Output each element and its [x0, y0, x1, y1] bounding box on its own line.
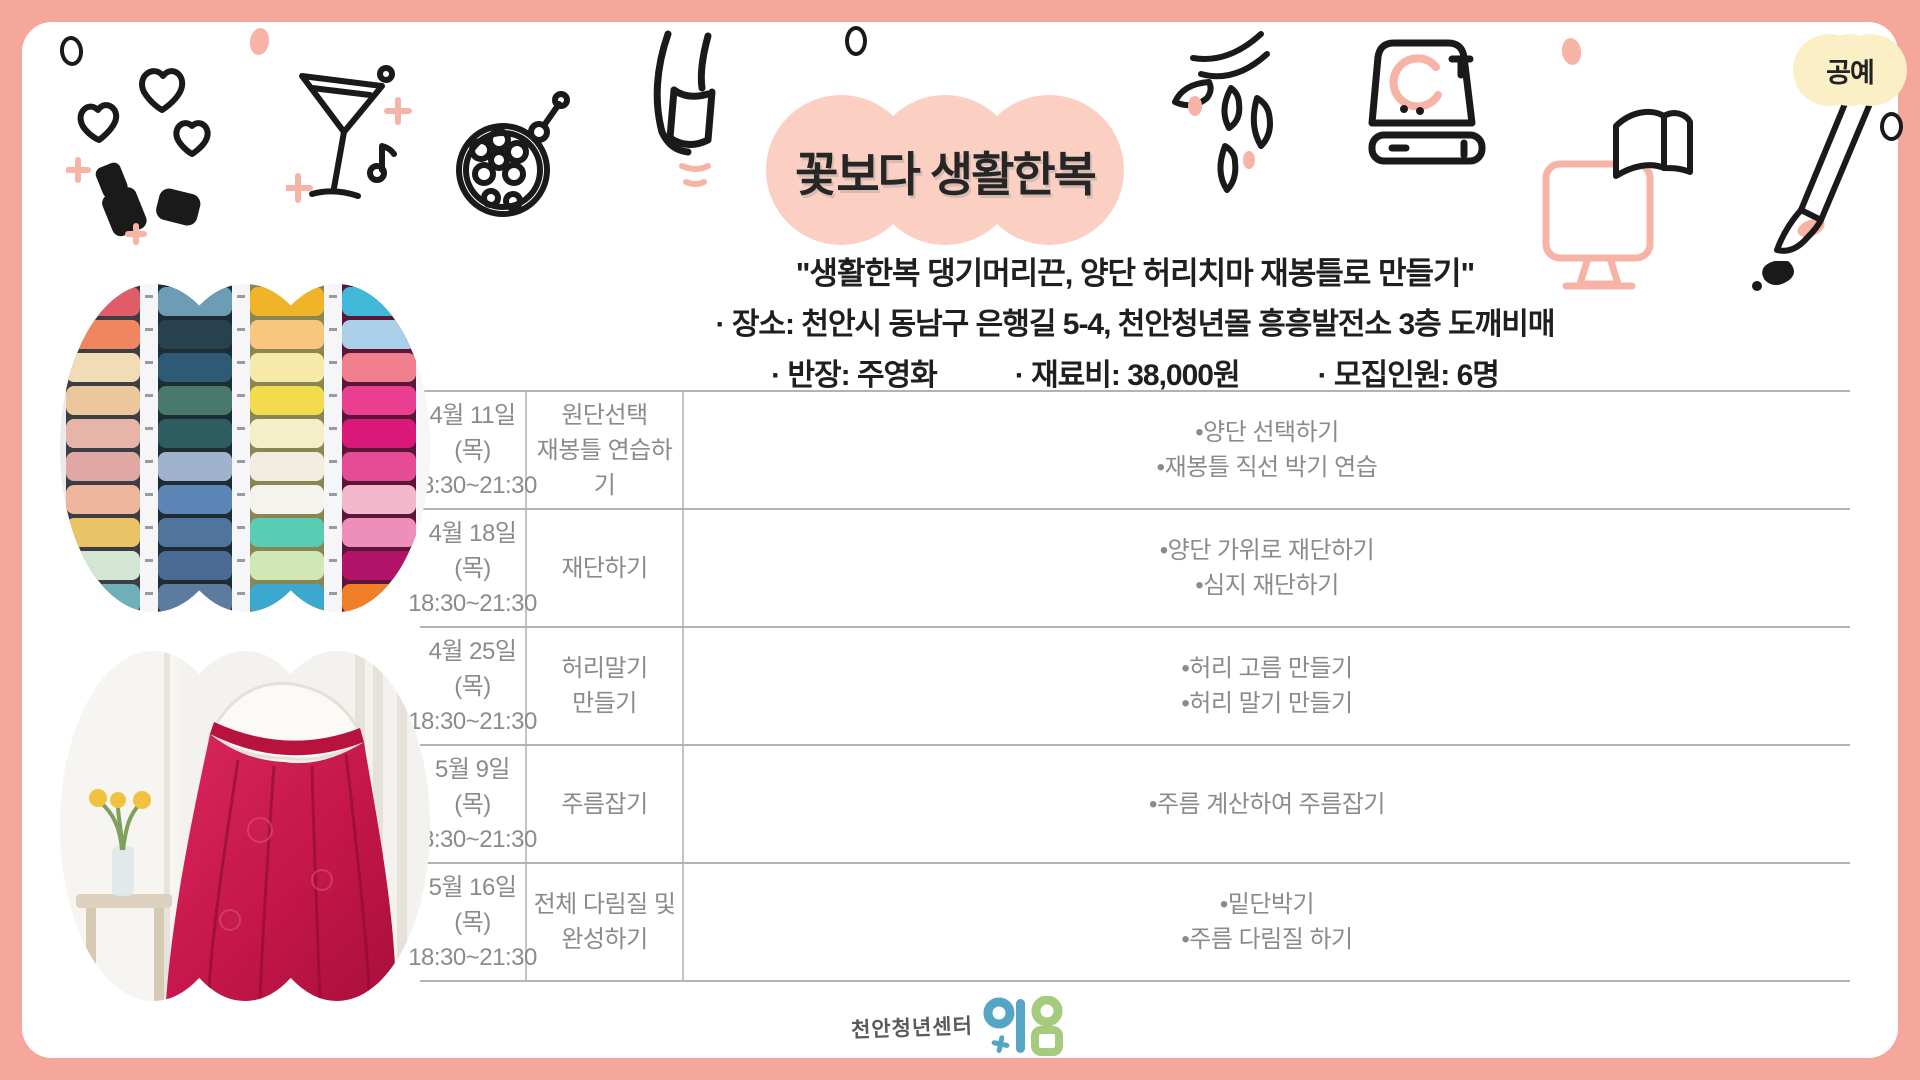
lipstick-hearts-icon	[66, 58, 221, 248]
detail-line: •주름 계산하여 주름잡기	[1148, 790, 1386, 818]
fabric-swatch-photo	[60, 283, 430, 613]
title-block: 꽃보다 생활한복	[766, 95, 1124, 245]
activity-line: 원단선택	[561, 401, 648, 429]
activity-line: 재봉틀 연습하기	[536, 436, 673, 499]
session-details-cell: •허리 고름 만들기 •허리 말기 만들기	[684, 628, 1850, 744]
book-monitor-icon	[1538, 106, 1693, 296]
session-details-cell: •밑단박기 •주름 다림질 하기	[684, 864, 1850, 980]
activity-line: 완성하기	[561, 926, 648, 953]
title-blob-shape	[974, 95, 1124, 245]
activity-line: 만들기	[572, 690, 637, 717]
table-row: 4월 18일(목) 18:30~21:30 재단하기 •양단 가위로 재단하기 …	[408, 510, 1850, 628]
session-date: 5월 16일(목)	[428, 873, 517, 936]
schedule-table: 4월 11일(목) 18:30~21:30 원단선택 재봉틀 연습하기 •양단 …	[408, 390, 1850, 982]
category-badge: 공예	[1793, 33, 1907, 107]
hanbok-skirt-photo	[60, 650, 430, 1002]
detail-line: •허리 말기 만들기	[1181, 690, 1353, 717]
footer: 천안청년센터	[0, 996, 1920, 1058]
session-activity-cell: 전체 다림질 및 완성하기	[527, 864, 684, 980]
session-time: 18:30~21:30	[408, 589, 537, 617]
detail-line: •주름 다림질 하기	[1181, 926, 1353, 953]
org-name: 천안청년센터	[850, 1014, 974, 1043]
detail-line: •밑단박기	[1219, 891, 1315, 918]
intro-block: "생활한복 댕기머리끈, 양단 허리치마 재봉틀로 만들기" · 장소: 천안시…	[420, 248, 1850, 394]
detail-line: •심지 재단하기	[1195, 572, 1339, 599]
session-time: 18:30~21:30	[408, 707, 537, 735]
session-date: 4월 25일(목)	[428, 637, 517, 700]
session-date: 5월 9일(목)	[434, 755, 511, 818]
oval-outline-icon	[845, 26, 867, 56]
detail-line: •허리 고름 만들기	[1181, 655, 1353, 682]
session-details-cell: •양단 가위로 재단하기 •심지 재단하기	[684, 510, 1850, 626]
paintbrush-icon	[1745, 78, 1880, 298]
detail-line: •양단 선택하기	[1195, 419, 1339, 446]
session-details-cell: •양단 선택하기 •재봉틀 직선 박기 연습	[684, 392, 1850, 508]
session-details-cell: •주름 계산하여 주름잡기	[684, 746, 1850, 862]
embroidery-hoop-icon	[447, 82, 575, 232]
activity-line: 주름잡기	[561, 790, 648, 818]
fee-stat: · 재료비: 38,000원	[1014, 359, 1241, 392]
activity-line: 허리말기	[561, 655, 648, 682]
table-row: 5월 16일(목) 18:30~21:30 전체 다림질 및 완성하기 •밑단박…	[408, 864, 1850, 982]
session-activity-cell: 허리말기 만들기	[527, 628, 684, 744]
table-row: 5월 9일(목) 18:30~21:30 주름잡기 •주름 계산하여 주름잡기	[408, 746, 1850, 864]
activity-line: 재단하기	[561, 554, 648, 582]
badge-blob-shape	[1835, 34, 1907, 106]
session-time: 18:30~21:30	[408, 471, 537, 499]
location-line: · 장소: 천안시 동남구 은행길 5-4, 천안청년몰 흥흥발전소 3층 도깨…	[715, 308, 1556, 341]
activity-line: 전체 다림질 및	[533, 891, 676, 918]
tassel-icon	[1165, 28, 1290, 223]
session-date-cell: 4월 25일(목) 18:30~21:30	[408, 628, 537, 744]
capacity-stat: · 모집인원: 6명	[1317, 359, 1500, 392]
session-date-cell: 4월 18일(목) 18:30~21:30	[408, 510, 537, 626]
session-activity-cell: 주름잡기	[527, 746, 684, 862]
session-date: 4월 11일(목)	[429, 401, 516, 464]
program-subtitle: "생활한복 댕기머리끈, 양단 허리치마 재봉틀로 만들기"	[795, 256, 1476, 291]
ieum-logo-icon	[983, 996, 1069, 1058]
session-date: 4월 18일(목)	[428, 519, 517, 582]
hand-cup-icon	[630, 28, 750, 226]
session-date-cell: 4월 11일(목) 18:30~21:30	[408, 392, 537, 508]
session-time: 18:30~21:30	[408, 943, 537, 971]
badge-label: 공예	[1826, 57, 1875, 88]
session-activity-cell: 원단선택 재봉틀 연습하기	[527, 392, 684, 508]
table-row: 4월 11일(목) 18:30~21:30 원단선택 재봉틀 연습하기 •양단 …	[408, 390, 1850, 510]
leader-stat: · 반장: 주영화	[771, 359, 938, 392]
session-date-cell: 5월 9일(목) 18:30~21:30	[408, 746, 537, 862]
session-activity-cell: 재단하기	[527, 510, 684, 626]
oval-outline-icon	[1880, 112, 1903, 141]
detail-line: •재봉틀 직선 박기 연습	[1156, 454, 1378, 481]
table-row: 4월 25일(목) 18:30~21:30 허리말기 만들기 •허리 고름 만들…	[408, 628, 1850, 746]
detail-line: •양단 가위로 재단하기	[1159, 537, 1375, 564]
session-date-cell: 5월 16일(목) 18:30~21:30	[408, 864, 537, 980]
cocktail-icon	[286, 60, 421, 232]
page-title: 꽃보다 생활한복	[795, 147, 1097, 201]
stats-line: · 반장: 주영화 · 재료비: 38,000원 · 모집인원: 6명	[420, 350, 1850, 394]
sewing-machine-icon	[1352, 33, 1502, 185]
